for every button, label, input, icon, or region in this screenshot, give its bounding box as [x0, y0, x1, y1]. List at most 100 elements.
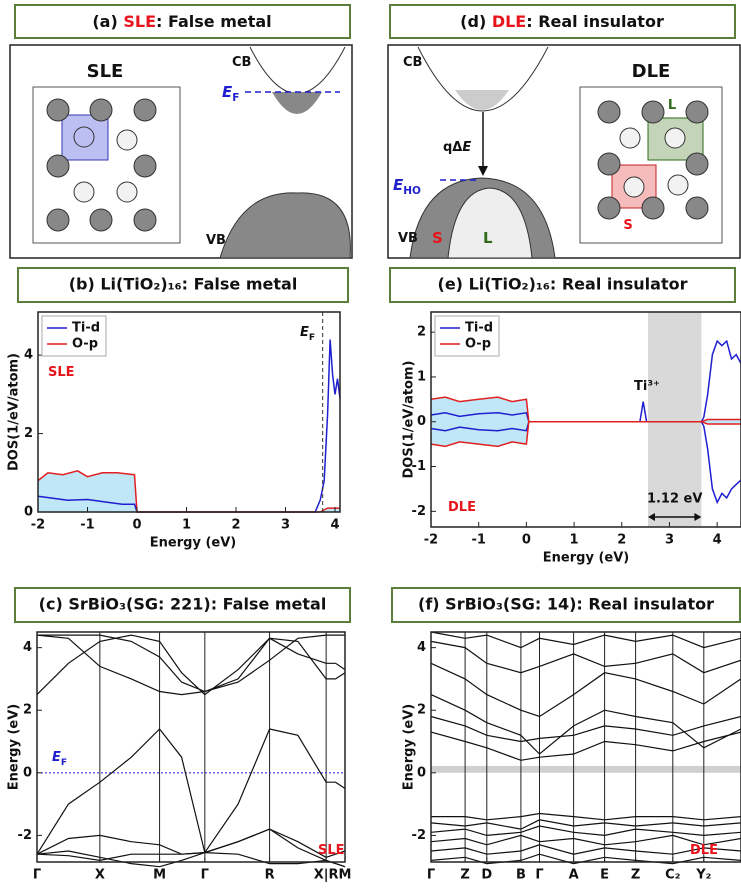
y-tick-label: 1: [417, 369, 426, 384]
text-part: (d): [460, 12, 492, 31]
text-part: E: [462, 140, 471, 155]
band: [37, 634, 345, 693]
dos-line: [430, 420, 741, 448]
y-tick-label: 0: [417, 765, 426, 780]
legend-box: [434, 315, 500, 357]
title-box: [14, 4, 351, 39]
annotation: Ti³⁺: [634, 379, 660, 394]
x-tick-label: -1: [471, 533, 485, 548]
y-tick-label: 2: [417, 325, 426, 340]
filled-states: [272, 92, 322, 114]
text-part: F: [232, 92, 239, 104]
title-box: [389, 267, 736, 303]
y-tick-label: 0: [23, 765, 32, 780]
x-axis-label: Energy (eV): [150, 536, 236, 551]
x-tick-label: B: [516, 868, 526, 883]
text-part: F: [309, 333, 315, 343]
x-tick-label: C₂: [665, 868, 680, 883]
x-tick-label: Γ: [33, 868, 41, 883]
text-part: qΔ: [443, 140, 462, 155]
text-part: E: [222, 83, 233, 101]
y-tick-label: 2: [23, 703, 32, 718]
x-tick-label: 1: [570, 533, 579, 548]
conduction-band: [249, 46, 346, 94]
plot-frame: [430, 311, 741, 528]
diagram-frame: [9, 44, 353, 259]
text-part: (a): [92, 12, 123, 31]
panel-title: (b) Li(TiO₂)₁₆: False metal: [69, 275, 298, 294]
empty-states: [455, 90, 509, 110]
vb-label: VB: [398, 231, 418, 246]
title-box: [389, 4, 736, 39]
area-fill: [38, 470, 340, 512]
x-tick-label: D: [481, 868, 492, 883]
small-label: S: [623, 218, 632, 233]
y-axis-label: Energy (eV): [7, 704, 22, 790]
small-label: S: [432, 229, 443, 247]
gap-label: 1.12 eV: [647, 492, 702, 507]
x-tick-label: 3: [281, 518, 290, 533]
lattice: [579, 86, 723, 244]
panel-title: (f) SrBiO₃(SG: 14): Real insulator: [418, 595, 714, 614]
area-fill: [431, 397, 741, 447]
cb-label: CB: [403, 55, 422, 70]
x-tick-label: X: [95, 868, 105, 883]
text-part: F: [61, 758, 67, 768]
text-part: SLE: [48, 365, 75, 380]
text-part: E: [393, 176, 404, 194]
legend-label: O-p: [465, 337, 491, 352]
text-part: DLE: [690, 843, 718, 858]
title-box: [391, 587, 741, 623]
text-part: L: [668, 98, 676, 113]
text-part: S: [623, 218, 632, 233]
text-part: CB: [403, 55, 422, 70]
x-tick-label: 3: [665, 533, 674, 548]
plot: [430, 312, 741, 527]
y-axis-label: Energy (eV): [402, 704, 417, 790]
x-tick-label: R: [265, 868, 275, 883]
panel-title: (d) DLE: Real insulator: [460, 12, 664, 31]
text-part: VB: [206, 233, 226, 248]
lattice-label: SLE: [87, 61, 124, 82]
x-axis-label: Energy (eV): [543, 551, 629, 566]
lattice-label: DLE: [632, 61, 671, 82]
plot: [36, 632, 346, 868]
legend-label: Ti-d: [72, 321, 100, 336]
text-part: VB: [398, 231, 418, 246]
x-tick-label: M: [153, 868, 166, 883]
annotation: EF: [300, 325, 315, 343]
text-part: E: [300, 325, 309, 340]
x-tick-label: Z: [631, 868, 640, 883]
valence-band: [219, 192, 351, 259]
text-part: DLE: [448, 500, 476, 515]
lattice: [32, 86, 181, 244]
band: [430, 640, 741, 674]
x-tick-label: 0: [132, 518, 141, 533]
y-tick-label: 0: [417, 414, 426, 429]
y-tick-label: -2: [18, 828, 32, 843]
band: [36, 828, 346, 868]
text-part: CB: [232, 55, 251, 70]
x-tick-label: 4: [331, 518, 340, 533]
text-part: SLE: [123, 12, 156, 31]
cb-label: CB: [232, 55, 251, 70]
band: [430, 844, 741, 855]
band: [430, 631, 741, 649]
text-part: L: [483, 229, 493, 247]
x-tick-label: -1: [80, 518, 94, 533]
band: [430, 715, 741, 743]
y-axis-label: DOS(1/eV/atom): [402, 361, 417, 479]
y-tick-label: 2: [417, 703, 426, 718]
text-part: DLE: [492, 12, 526, 31]
x-tick-label: 2: [232, 518, 241, 533]
band: [430, 834, 741, 846]
x-tick-label: 2: [617, 533, 626, 548]
title-box: [14, 587, 351, 623]
text-part: Ti³⁺: [634, 379, 660, 394]
plot-frame: [430, 631, 741, 863]
large-label: L: [668, 98, 676, 113]
large-label: L: [483, 229, 493, 247]
band: [430, 825, 741, 837]
band: [430, 731, 741, 761]
gap-band: [648, 312, 702, 527]
